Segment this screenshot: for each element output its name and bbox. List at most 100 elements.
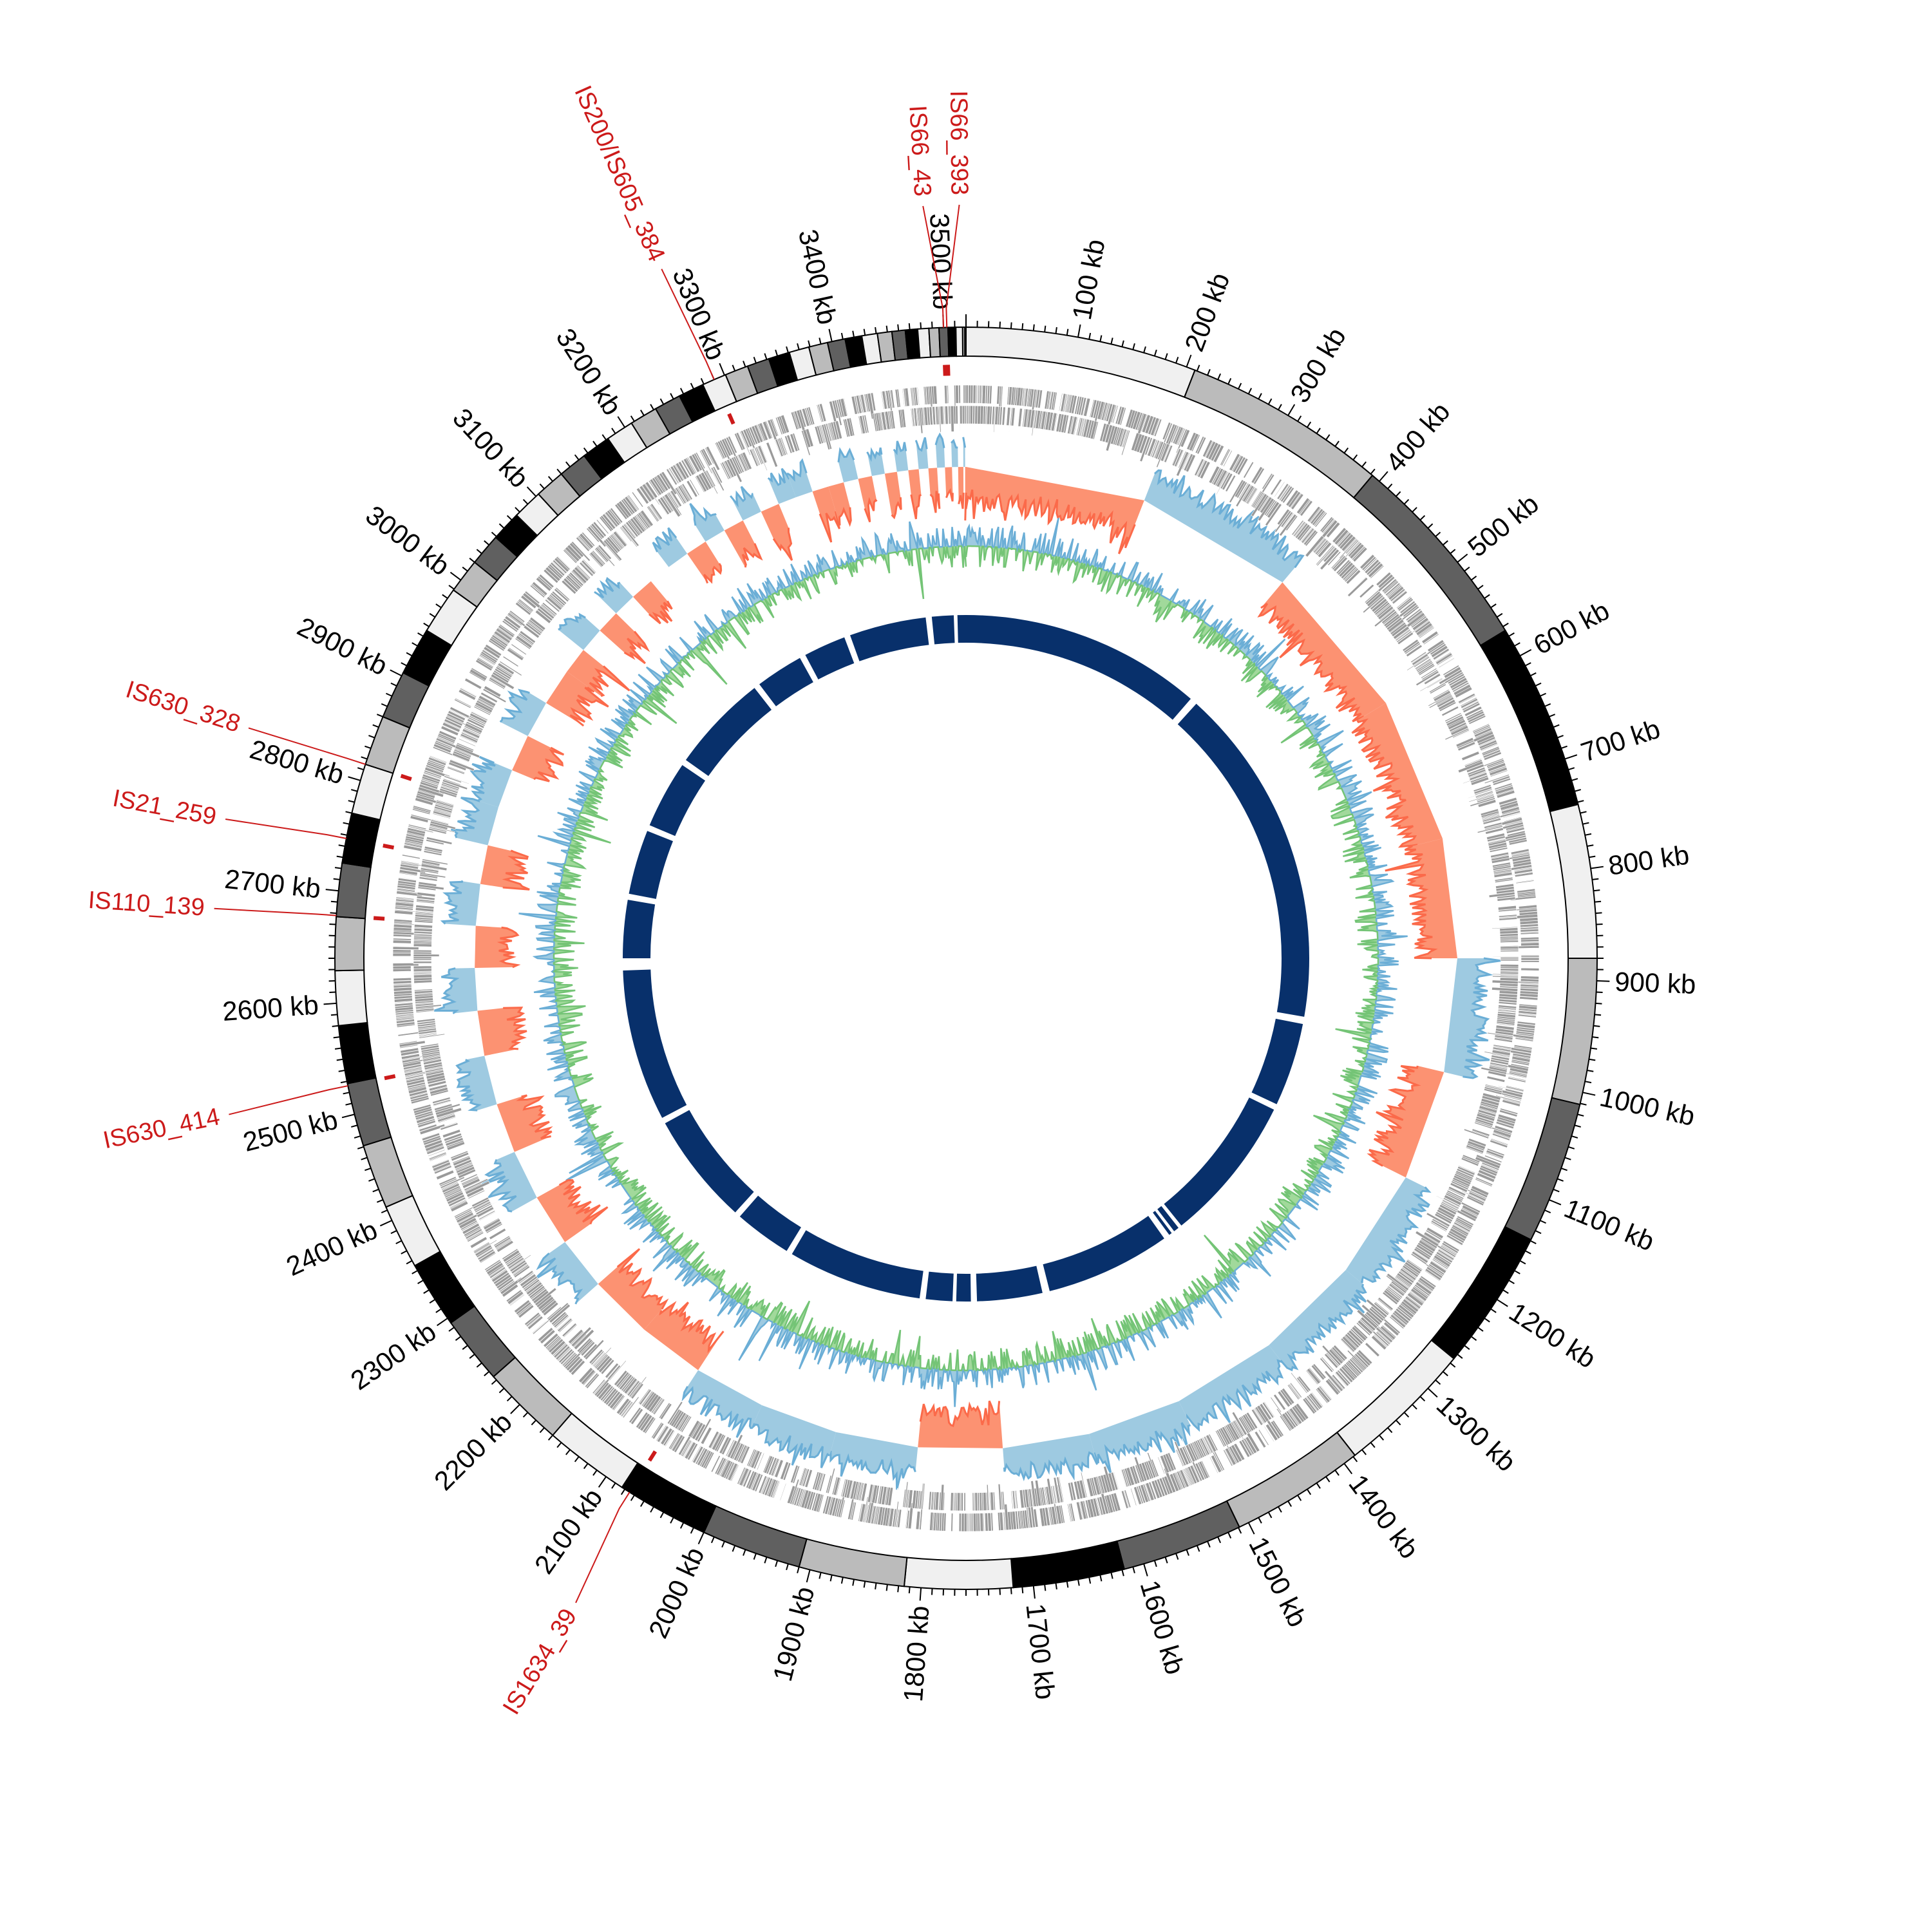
gc-skew-outline [951,439,958,449]
gc-skew-outline [503,1007,527,1050]
contig-band [938,327,950,357]
gc-skew-positive-area [918,1401,1003,1448]
gc-skew-outline [958,492,965,509]
is-element-label: IS200/IS605_384 [569,82,670,266]
inner-ring-segment [665,1110,754,1213]
gene-track-forward-strand [392,384,1540,1532]
gc-skew-negative-area [683,1370,762,1438]
gc-skew-outline [914,437,928,452]
gc-content-track [518,517,1408,1407]
gc-skew-outline [866,447,883,462]
contig-band [341,812,381,868]
gc-skew-outline [502,849,530,891]
gc-skew-outline [1093,1422,1191,1474]
tick-label: 2200 kb [428,1406,518,1496]
tick-label: 2800 kb [247,734,348,790]
is-leader-line [945,204,960,328]
is-element-label: IS630_414 [101,1103,223,1154]
tick-label: 300 kb [1284,323,1352,408]
gc-skew-positive-area [828,482,851,526]
is-element-label: IS66_43 [904,104,936,197]
gc-skew-outline [1351,718,1418,848]
inner-ring-segment [931,615,955,645]
contig-band [903,1557,1014,1591]
gc-skew-negative-area [500,690,547,736]
inner-ring-segment [1153,1211,1172,1235]
inner-ring-segment [649,764,706,837]
gc-skew-negative-area [787,460,813,498]
tick-label: 3400 kb [793,227,843,327]
gc-skew-positive-area [1259,582,1386,722]
gc-skew-outline [516,1094,553,1140]
is-leader-line [214,907,337,916]
inner-ring-segment [976,1265,1043,1302]
gc-skew-outline [440,880,464,925]
contig-band [703,1505,808,1568]
tick-label: 800 kb [1606,839,1691,880]
inner-ring-segment [1164,1097,1274,1226]
tick-label: 900 kb [1615,966,1697,999]
gc-skew-outline [891,497,902,520]
gc-skew-negative-area [830,1432,918,1490]
gc-skew-outline [533,1252,583,1305]
gc-skew-outline [910,494,922,520]
gc-skew-outline [767,468,790,486]
inner-ring-segment [1043,1215,1164,1291]
gc-skew-negative-area [838,450,858,483]
tick-label: 100 kb [1066,237,1111,322]
tick-label: 2700 kb [223,864,323,904]
contig-band [928,327,942,358]
inner-coverage-ring [623,615,1309,1302]
tick-label: 2600 kb [222,989,319,1027]
inner-ring-segment [1177,703,1309,1017]
gc-skew-positive-area [633,581,672,624]
gc-skew-outline [455,1059,482,1112]
is-element-label: IS1634_39 [498,1604,582,1719]
gc-skew-outline [1385,845,1438,960]
gc-skew-outline [648,600,673,625]
gc-skew-track [433,432,1501,1490]
gc-skew-outline [750,1422,830,1468]
gc-skew-outline [623,630,650,665]
is-element-marker [400,773,412,781]
tick-label: 2900 kb [292,611,392,681]
gc-skew-positive-area [1352,703,1443,847]
contig-ideogram [334,326,1598,1591]
gc-skew-negative-area [751,1405,837,1468]
inner-ring-segment [925,1271,954,1302]
is-leader-line [922,205,945,328]
gc-skew-negative-area [1345,1177,1429,1283]
gc-skew-outline [934,432,945,449]
tick-label: 3200 kb [550,323,627,421]
gc-skew-outline [893,440,907,456]
gc-skew-positive-area [598,1249,667,1330]
inner-ring-segment [956,1273,971,1302]
gc-skew-positive-area [928,468,940,513]
is-element-marker [727,413,735,425]
tick-label: 200 kb [1179,269,1235,355]
is-element-marker [373,916,385,921]
tick-label: 3000 kb [360,500,455,582]
gc-skew-positive-area [1385,838,1457,958]
gc-skew-negative-area [1003,1434,1097,1479]
tick-label: 2500 kb [240,1104,341,1158]
gc-skew-outline [558,612,586,631]
inner-ring-segment [759,658,813,706]
gc-skew-negative-area [1144,470,1303,583]
gc-skew-outline [1367,1065,1421,1167]
gc-skew-outline [1463,957,1501,1079]
tick-label: 1800 kb [898,1605,935,1703]
gc-skew-outline [838,506,852,527]
contig-band [336,862,372,920]
gc-skew-outline [569,685,609,727]
inner-ring-segment [1157,1206,1179,1231]
gc-skew-outline [497,926,521,969]
gc-skew-positive-area [644,1302,724,1370]
gc-skew-positive-area [687,542,721,583]
tick-label: 700 kb [1577,714,1663,768]
gc-content-below-mean-line [552,545,1380,1372]
tick-label: 400 kb [1379,397,1455,478]
tick-label: 3300 kb [667,264,732,365]
gc-skew-outline [945,488,954,502]
